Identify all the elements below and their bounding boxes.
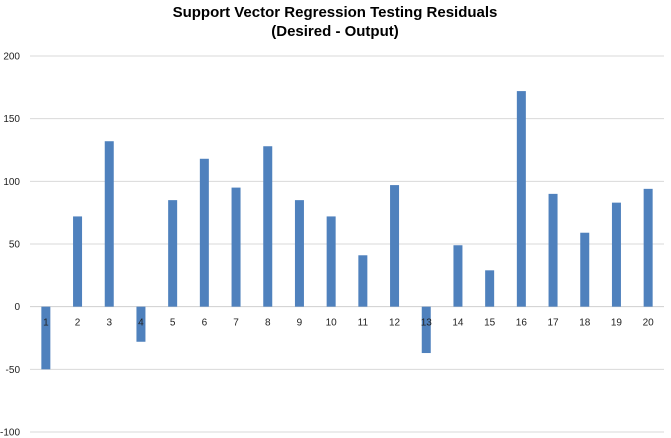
bar-17 bbox=[548, 193, 558, 307]
bar-13 bbox=[421, 306, 431, 354]
x-tick-label: 15 bbox=[484, 318, 496, 329]
y-tick-label: -50 bbox=[6, 365, 21, 376]
y-axis-tick-labels: -100 -50 0 50 100 150 200 bbox=[0, 52, 20, 438]
x-tick-label: 7 bbox=[233, 318, 239, 329]
x-tick-label: 4 bbox=[138, 318, 144, 329]
bar-19 bbox=[611, 202, 621, 307]
x-tick-label: 18 bbox=[579, 318, 591, 329]
bar-5 bbox=[168, 200, 178, 307]
x-tick-label: 12 bbox=[389, 318, 401, 329]
chart-title-line-2: (Desired - Output) bbox=[271, 23, 399, 40]
x-tick-label: 6 bbox=[202, 318, 208, 329]
y-tick-label: 100 bbox=[3, 177, 20, 188]
x-tick-label: 13 bbox=[421, 318, 433, 329]
y-tick-label: 200 bbox=[3, 52, 20, 63]
bar-1 bbox=[41, 306, 51, 370]
bar-12 bbox=[390, 185, 400, 307]
x-tick-label: 19 bbox=[611, 318, 623, 329]
bar-3 bbox=[104, 141, 114, 307]
x-axis-tick-labels: 1 2 3 4 5 6 7 8 9 10 11 12 13 14 15 16 17 18 19 20 bbox=[43, 318, 654, 329]
bar-4 bbox=[136, 306, 146, 342]
x-tick-label: 14 bbox=[452, 318, 464, 329]
x-tick-label: 16 bbox=[516, 318, 528, 329]
bar-7 bbox=[231, 187, 241, 307]
x-tick-label: 11 bbox=[358, 318, 369, 329]
x-tick-label: 5 bbox=[170, 318, 176, 329]
chart-title-line-1: Support Vector Regression Testing Residu… bbox=[173, 4, 498, 21]
bar-18 bbox=[580, 232, 590, 307]
bar-16 bbox=[516, 91, 526, 307]
bar-15 bbox=[485, 270, 495, 307]
bar-9 bbox=[294, 200, 304, 307]
x-tick-label: 2 bbox=[75, 318, 81, 329]
x-tick-label: 9 bbox=[297, 318, 303, 329]
x-tick-label: 10 bbox=[326, 318, 338, 329]
bar-20 bbox=[643, 188, 653, 307]
x-tick-label: 17 bbox=[547, 318, 559, 329]
x-tick-label: 20 bbox=[643, 318, 655, 329]
bar-6 bbox=[199, 158, 209, 307]
bar-8 bbox=[263, 146, 273, 307]
x-tick-label: 1 bbox=[43, 318, 49, 329]
bar-11 bbox=[358, 255, 368, 307]
bars bbox=[41, 91, 653, 370]
y-tick-label: -100 bbox=[0, 428, 20, 438]
bar-2 bbox=[73, 216, 83, 307]
bar-10 bbox=[326, 216, 336, 307]
x-tick-label: 3 bbox=[106, 318, 112, 329]
x-tick-label: 8 bbox=[265, 318, 271, 329]
y-tick-label: 50 bbox=[9, 240, 21, 251]
y-tick-label: 0 bbox=[14, 302, 20, 313]
gridlines bbox=[30, 55, 664, 433]
y-tick-label: 150 bbox=[3, 114, 20, 125]
bar-14 bbox=[453, 245, 463, 307]
